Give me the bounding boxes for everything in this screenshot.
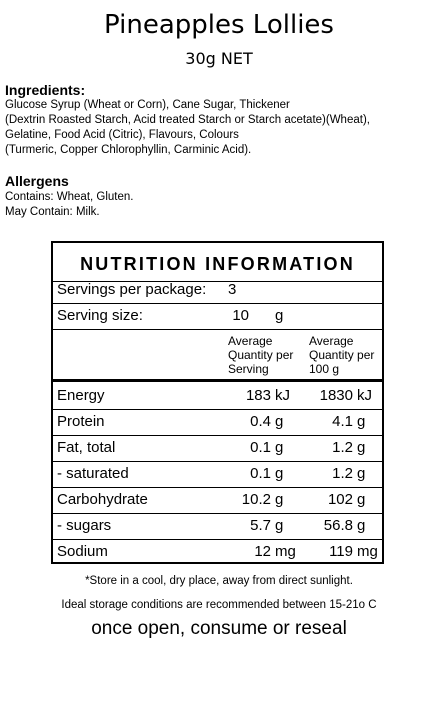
nutrient-value-serving: 5.7: [250, 517, 271, 534]
nutrient-name: Carbohydrate: [57, 491, 148, 508]
column-head-per-serving: Average Quantity per Serving: [228, 334, 293, 376]
ingredients-line: Glucose Syrup (Wheat or Corn), Cane Suga…: [5, 99, 290, 111]
divider: [53, 487, 382, 488]
nutrient-unit-serving: g: [275, 517, 284, 534]
nutrient-value-serving: 0.1: [250, 439, 271, 456]
nutrient-unit-serving: g: [275, 465, 284, 482]
nutrient-unit-100g: g: [357, 491, 366, 508]
divider: [53, 513, 382, 514]
net-weight: 30g NET: [185, 49, 253, 68]
ingredients-line: Gelatine, Food Acid (Citric), Flavours, …: [5, 129, 239, 141]
nutrient-unit-serving: mg: [275, 543, 296, 560]
serving-size-unit: g: [275, 307, 284, 324]
divider: [53, 303, 382, 304]
divider: [53, 379, 382, 382]
divider: [53, 329, 382, 330]
ingredients-heading: Ingredients:: [5, 82, 86, 98]
divider: [53, 409, 382, 410]
column-head-line: Average: [309, 334, 354, 348]
column-head-per-100g: Average Quantity per 100 g: [309, 334, 374, 376]
allergens-line: Contains: Wheat, Gluten.: [5, 191, 134, 203]
ideal-storage-note: Ideal storage conditions are recommended…: [61, 599, 377, 611]
divider: [53, 281, 382, 282]
nutrient-value-100g: 1.2: [332, 439, 353, 456]
nutrient-unit-100g: mg: [357, 543, 378, 560]
nutrient-value-100g: 1.2: [332, 465, 353, 482]
servings-value: 3: [228, 281, 237, 298]
nutrient-value-serving: 10.2: [241, 491, 271, 508]
nutrient-value-100g: 4.1: [332, 413, 353, 430]
allergens-heading: Allergens: [5, 173, 69, 189]
nutrient-value-100g: 1830: [319, 387, 353, 404]
nutrient-name: - saturated: [57, 465, 129, 482]
serving-size-label: Serving size:: [57, 307, 143, 324]
nutrient-value-serving: 0.1: [250, 465, 271, 482]
product-title: Pineapples Lollies: [104, 10, 334, 40]
nutrient-name: Protein: [57, 413, 105, 430]
nutrient-value-serving: 12: [254, 543, 271, 560]
divider: [53, 435, 382, 436]
column-head-line: Quantity per: [309, 348, 375, 362]
nutrition-panel: NUTRITION INFORMATION Servings per packa…: [51, 241, 384, 564]
nutrient-unit-100g: g: [357, 465, 366, 482]
storage-note: *Store in a cool, dry place, away from d…: [85, 575, 353, 587]
ingredients-line: (Turmeric, Copper Chlorophyllin, Carmini…: [5, 144, 252, 156]
nutrient-unit-100g: kJ: [357, 387, 372, 404]
nutrition-title: NUTRITION INFORMATION: [80, 254, 355, 274]
reseal-note: once open, consume or reseal: [91, 618, 347, 639]
nutrient-unit-100g: g: [357, 439, 366, 456]
serving-size-value: 10: [232, 307, 249, 324]
allergens-text: Contains: Wheat, Gluten. May Contain: Mi…: [5, 190, 133, 220]
nutrient-value-serving: 183: [245, 387, 271, 404]
allergens-line: May Contain: Milk.: [5, 206, 100, 218]
nutrient-unit-100g: g: [357, 413, 366, 430]
nutrient-value-serving: 0.4: [250, 413, 271, 430]
nutrient-unit-serving: g: [275, 413, 284, 430]
nutrient-name: Sodium: [57, 543, 108, 560]
servings-label: Servings per package:: [57, 281, 207, 298]
nutrient-unit-100g: g: [357, 517, 366, 534]
nutrient-unit-serving: g: [275, 491, 284, 508]
nutrient-unit-serving: kJ: [275, 387, 290, 404]
nutrient-name: Fat, total: [57, 439, 116, 456]
nutrient-value-100g: 119: [329, 543, 353, 560]
nutrient-name: Energy: [57, 387, 105, 404]
column-head-line: Average: [228, 334, 273, 348]
nutrient-value-100g: 102: [327, 491, 353, 508]
nutrient-unit-serving: g: [275, 439, 284, 456]
ingredients-text: Glucose Syrup (Wheat or Corn), Cane Suga…: [5, 98, 370, 158]
column-head-line: Quantity per: [228, 348, 294, 362]
nutrient-value-100g: 56.8: [323, 517, 353, 534]
nutrient-name: - sugars: [57, 517, 112, 534]
divider: [53, 461, 382, 462]
column-head-line: 100 g: [309, 362, 340, 376]
ingredients-line: (Dextrin Roasted Starch, Acid treated St…: [5, 114, 370, 126]
divider: [53, 539, 382, 540]
column-head-line: Serving: [228, 362, 269, 376]
